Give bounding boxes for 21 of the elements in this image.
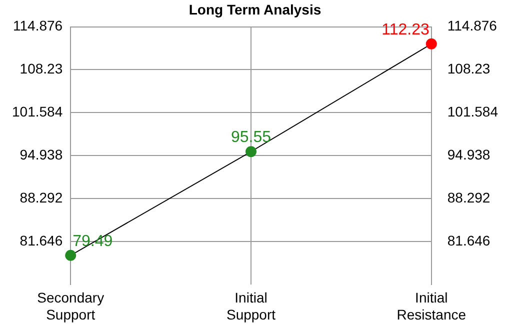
y2-tick-label: 101.584 (447, 104, 498, 120)
y2-tick-label: 114.876 (447, 18, 498, 34)
y2-tick-label: 81.646 (447, 232, 490, 248)
y-tick-label: 108.23 (20, 60, 63, 77)
y-tick-label: 94.938 (20, 146, 63, 162)
chart-title: Long Term Analysis (188, 1, 322, 18)
x-tick-label: Initial Support (226, 290, 276, 322)
point (426, 38, 437, 50)
y-tick-label: 101.584 (12, 104, 63, 120)
data-label: 112.23 (382, 21, 430, 38)
x-tick-label: Secondary Support (37, 290, 104, 322)
data-label: 95.55 (230, 129, 272, 146)
y-tick-label: 81.646 (20, 232, 63, 248)
point (246, 146, 256, 158)
y2-tick-label: 88.292 (447, 189, 490, 206)
y-tick-label: 114.876 (13, 18, 63, 34)
y-tick-label: 88.292 (20, 189, 63, 206)
point (65, 250, 76, 261)
x-tick-label: Initial Resistance (396, 290, 466, 322)
y2-tick-label: 108.23 (447, 60, 490, 77)
y2-tick-label: 94.938 (447, 146, 490, 162)
